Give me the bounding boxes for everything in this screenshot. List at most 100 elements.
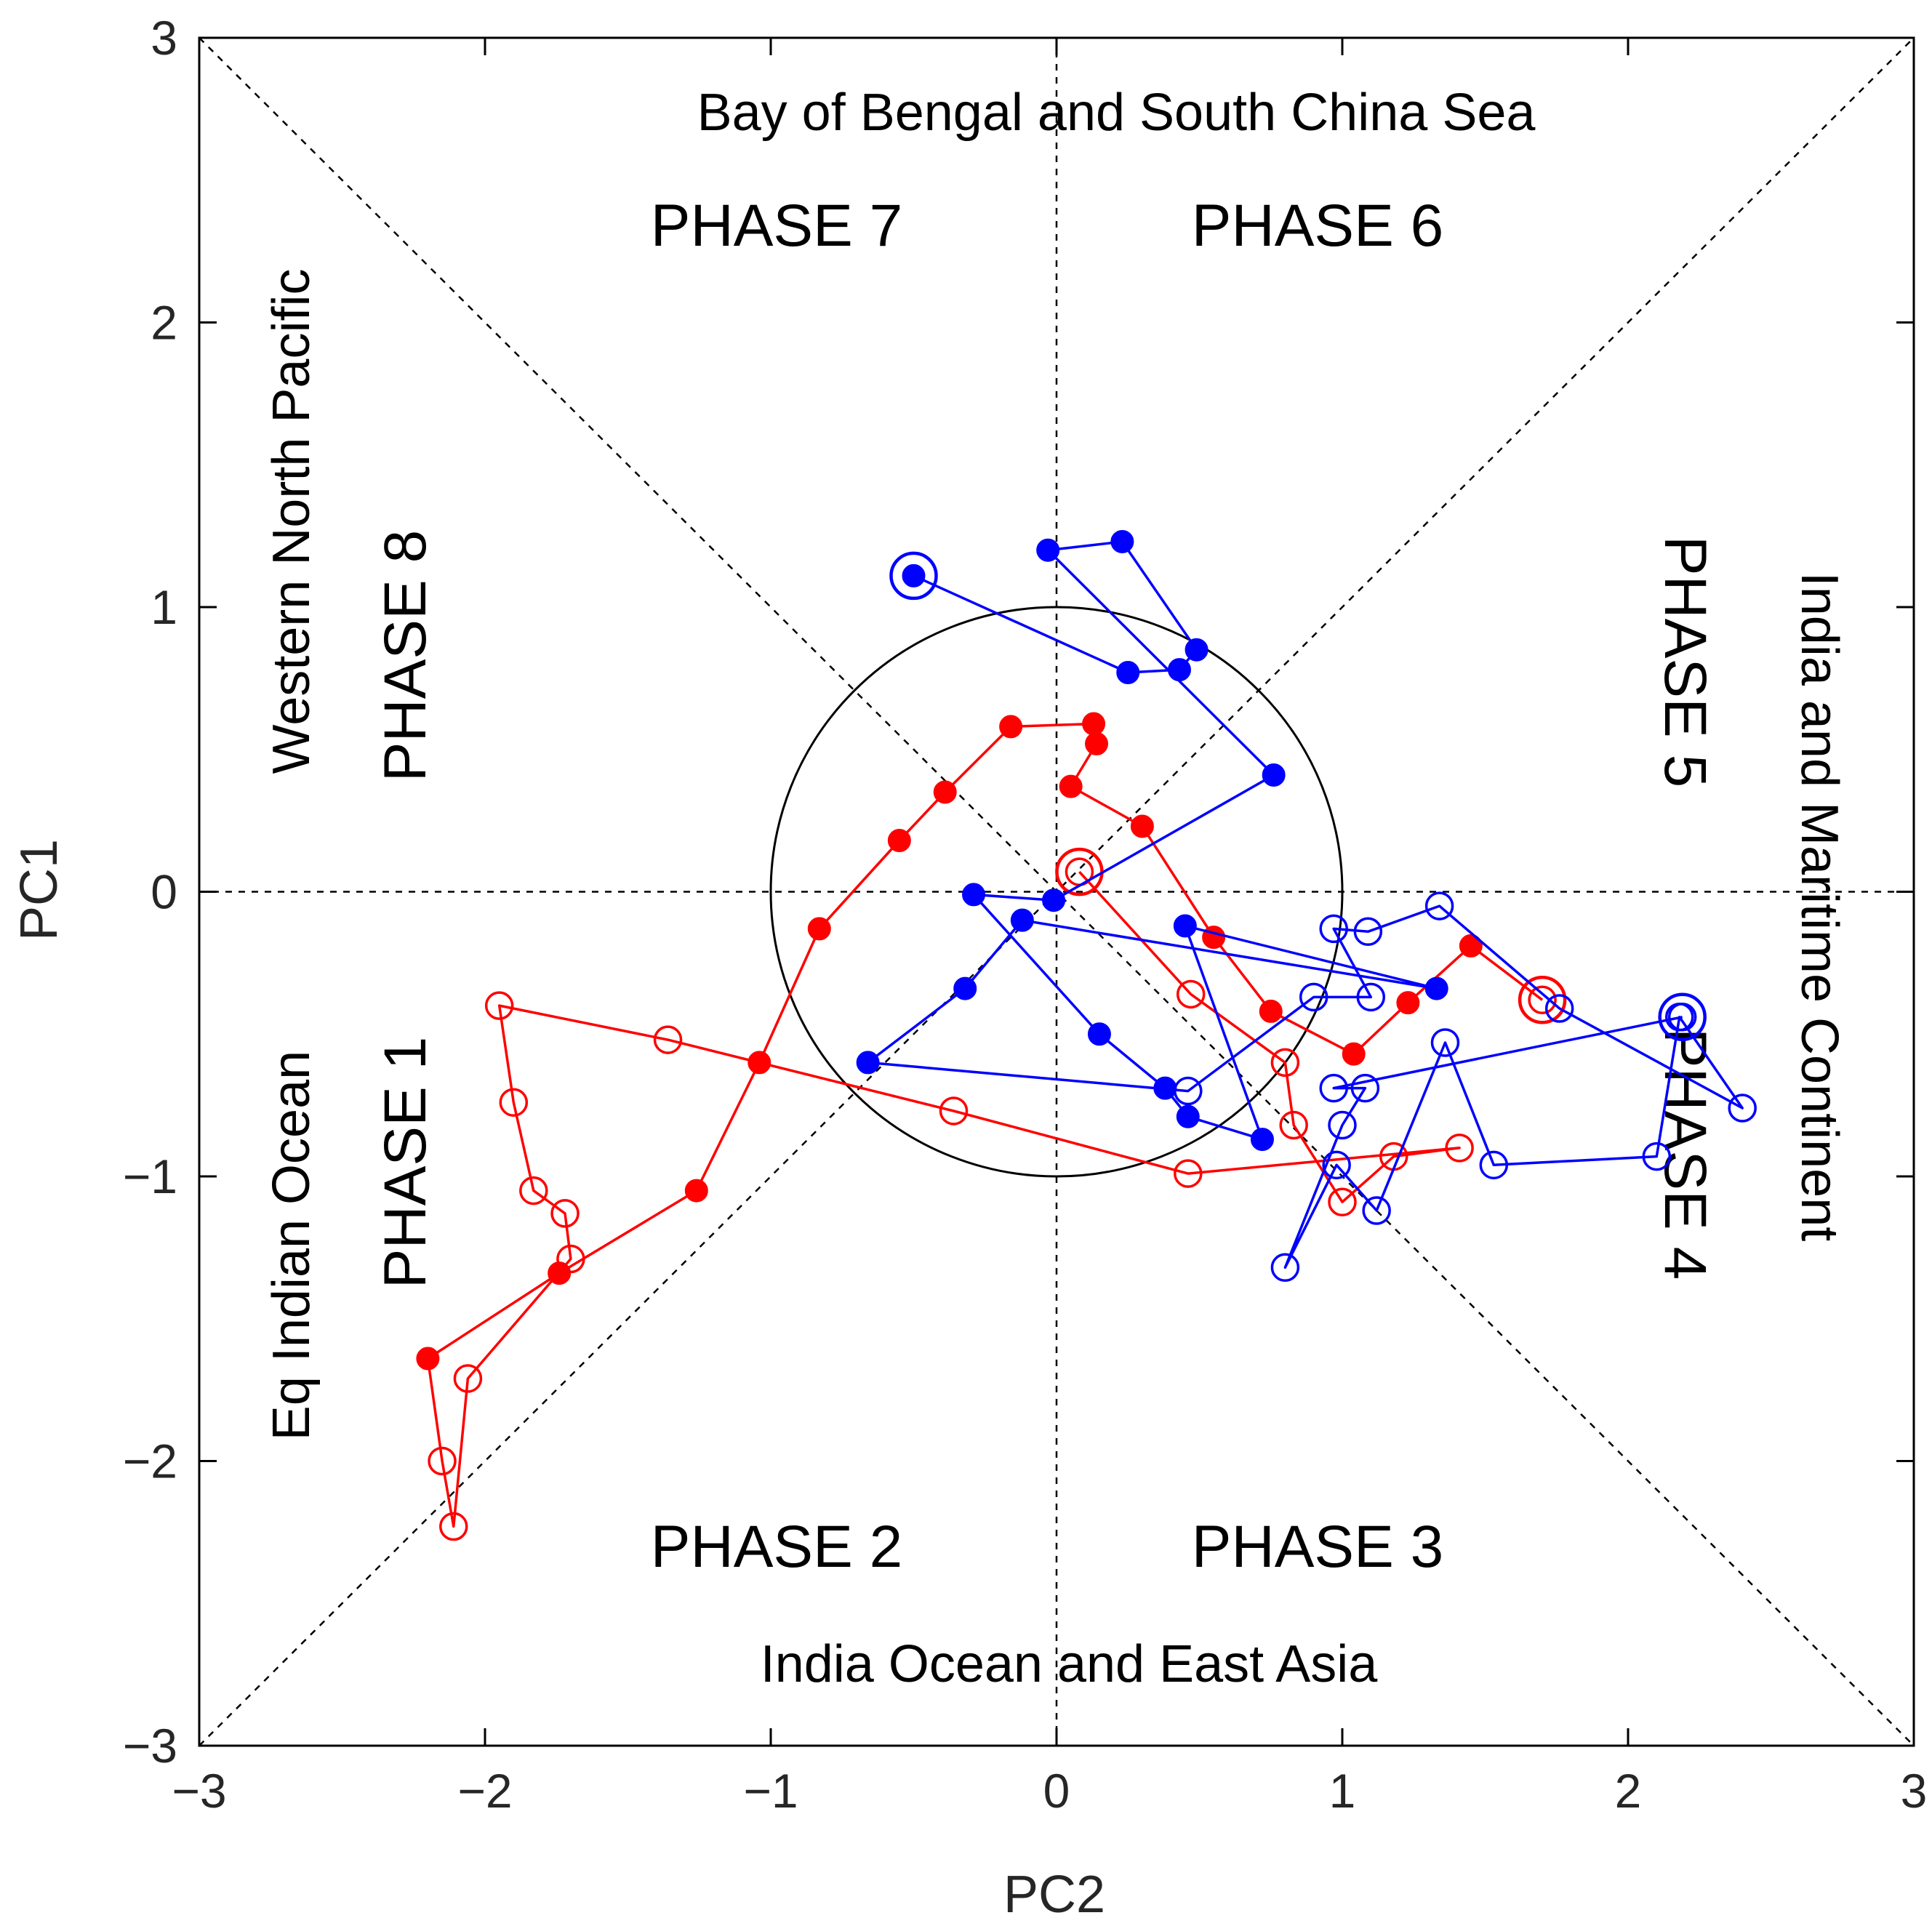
- data-point-filled: [1173, 914, 1197, 938]
- y-tick-label: −1: [123, 1149, 177, 1203]
- data-point-open: [499, 1088, 529, 1117]
- x-axis-title: PC2: [1003, 1866, 1105, 1924]
- phase-label-6: PHASE 6: [1192, 193, 1443, 259]
- series-red: [416, 712, 1567, 1541]
- data-point-open: [519, 1176, 548, 1205]
- data-point-filled: [1176, 1104, 1200, 1128]
- data-point-open: [550, 1199, 580, 1228]
- y-tick-label: −3: [123, 1719, 177, 1773]
- series-line: [866, 540, 1744, 1269]
- data-point-filled: [1116, 661, 1140, 685]
- region-labels: Bay of Bengal and South China Sea India …: [262, 84, 1848, 1693]
- axes: −3 −2 −1 0 1 2 3 −3 −2 −1 0 1 2 3: [123, 11, 1928, 1818]
- data-point-open: [1270, 1048, 1300, 1078]
- data-point-filled: [1082, 712, 1106, 736]
- data-point-open: [1319, 1073, 1348, 1103]
- series-start-marker: [1518, 976, 1567, 1024]
- data-point-open: [1319, 914, 1348, 944]
- series-layer: [416, 529, 1757, 1541]
- data-point-open: [1328, 1110, 1357, 1140]
- data-point-open: [939, 1096, 969, 1125]
- data-point-open: [1279, 1110, 1308, 1140]
- region-label-bottom: India Ocean and East Asia: [761, 1635, 1379, 1693]
- data-point-filled: [1153, 1076, 1177, 1100]
- data-point-open: [1424, 891, 1454, 920]
- data-point-filled: [1185, 638, 1208, 662]
- region-label-right: India and Maritime Continent: [1790, 572, 1848, 1242]
- data-point-open: [439, 1512, 468, 1541]
- data-point-filled: [999, 715, 1023, 739]
- data-point-filled: [1396, 991, 1420, 1015]
- data-point-filled: [953, 976, 977, 1000]
- data-point-open: [1350, 1073, 1380, 1103]
- data-point-filled: [902, 563, 926, 587]
- data-point-open: [1667, 1003, 1697, 1032]
- data-point-filled: [1202, 926, 1226, 950]
- y-tick-label: 2: [151, 296, 177, 350]
- series-end-marker: [1658, 992, 1707, 1042]
- data-point-filled: [1262, 763, 1286, 787]
- data-point-open: [453, 1364, 483, 1393]
- data-point-filled: [962, 883, 986, 907]
- data-point-open: [428, 1446, 457, 1476]
- data-point-open: [1328, 1187, 1357, 1216]
- x-tick-label: −3: [172, 1764, 226, 1818]
- data-point-filled: [1259, 999, 1283, 1023]
- data-point-open: [1322, 1150, 1351, 1180]
- data-point-open: [1176, 979, 1206, 1009]
- phase-label-7: PHASE 7: [651, 193, 902, 259]
- data-point-open: [1362, 1196, 1391, 1225]
- region-label-top: Bay of Bengal and South China Sea: [697, 84, 1536, 142]
- data-point-open: [1430, 1028, 1460, 1057]
- data-point-filled: [747, 1051, 771, 1075]
- y-axis-title: PC1: [10, 839, 68, 941]
- data-point-filled: [887, 829, 911, 853]
- series-line: [426, 722, 1544, 1528]
- y-tick-label: 3: [151, 11, 177, 65]
- data-point-open: [1544, 994, 1574, 1023]
- data-point-open: [1174, 1159, 1203, 1188]
- data-point-filled: [1459, 934, 1483, 958]
- region-label-left-upper: Western North Pacific: [262, 269, 321, 774]
- data-point-open: [1642, 1141, 1672, 1171]
- data-point-filled: [1342, 1042, 1366, 1066]
- data-point-open: [1728, 1094, 1757, 1123]
- data-point-open: [556, 1244, 585, 1274]
- data-point-filled: [1010, 908, 1034, 932]
- data-point-open: [1353, 917, 1383, 947]
- data-point-filled: [933, 780, 957, 804]
- data-point-filled: [1059, 774, 1083, 798]
- data-point-open: [1445, 1133, 1474, 1163]
- data-point-open: [1299, 982, 1328, 1012]
- data-point-open: [1270, 1253, 1300, 1283]
- data-point-open: [653, 1025, 683, 1054]
- phase-label-1: PHASE 1: [372, 1037, 438, 1288]
- data-point-filled: [1085, 731, 1109, 755]
- series-blue: [856, 529, 1757, 1283]
- data-point-filled: [1042, 888, 1066, 912]
- data-point-filled: [1130, 814, 1154, 838]
- y-tick-label: 0: [151, 865, 177, 919]
- data-point-filled: [1167, 658, 1191, 682]
- phase-label-3: PHASE 3: [1192, 1514, 1443, 1580]
- x-tick-label: −2: [457, 1764, 512, 1818]
- data-point-open: [1356, 982, 1386, 1012]
- phase-label-8: PHASE 8: [372, 530, 438, 782]
- data-point-filled: [856, 1051, 880, 1075]
- y-tick-label: 1: [151, 580, 177, 634]
- data-point-filled: [1110, 529, 1134, 553]
- data-point-open: [1528, 985, 1557, 1015]
- data-point-open: [1479, 1150, 1509, 1180]
- data-point-filled: [1036, 538, 1060, 562]
- data-point-filled: [684, 1179, 708, 1203]
- x-tick-label: 3: [1901, 1764, 1928, 1818]
- data-point-filled: [807, 917, 831, 941]
- phase-label-4: PHASE 4: [1652, 1028, 1718, 1280]
- phase-label-2: PHASE 2: [651, 1514, 902, 1580]
- x-tick-label: −1: [743, 1764, 798, 1818]
- region-label-left-lower: Eq Indian Ocean: [262, 1051, 321, 1440]
- data-point-open: [1174, 1076, 1203, 1106]
- data-point-open: [484, 991, 514, 1020]
- series-start-marker: [889, 551, 938, 601]
